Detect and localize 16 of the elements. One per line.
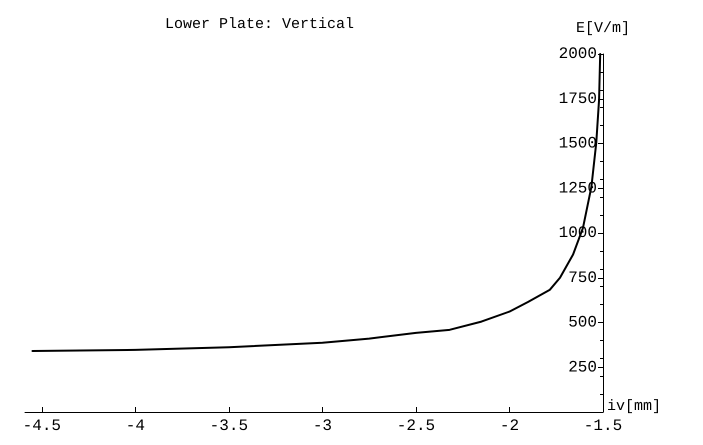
- x-tick-label: -4.5: [22, 417, 62, 435]
- x-tick-label: -1.5: [584, 417, 622, 435]
- y-axis-title: E[V/m]: [576, 20, 630, 37]
- x-tick-label: -4: [126, 417, 145, 435]
- x-tick-label: -3.5: [210, 417, 248, 435]
- y-tick-label: 1750: [558, 90, 597, 108]
- x-axis-title: iv[mm]: [607, 398, 662, 415]
- y-tick-label: 500: [568, 314, 597, 332]
- x-tick-label: -2.5: [396, 417, 436, 435]
- y-tick-label: 2000: [558, 45, 597, 63]
- y-tick-label: 1500: [558, 134, 597, 152]
- y-tick-label: 750: [568, 268, 597, 287]
- y-tick-label: 250: [568, 358, 597, 376]
- x-tick-label: -3: [312, 417, 332, 435]
- x-tick-label: -2: [500, 417, 520, 435]
- chart-title: Lower Plate: Vertical: [165, 16, 354, 33]
